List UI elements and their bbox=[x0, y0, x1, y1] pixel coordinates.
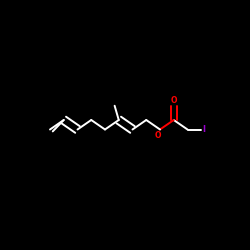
Text: O: O bbox=[170, 96, 177, 105]
Text: I: I bbox=[202, 125, 205, 134]
Text: O: O bbox=[154, 130, 161, 140]
